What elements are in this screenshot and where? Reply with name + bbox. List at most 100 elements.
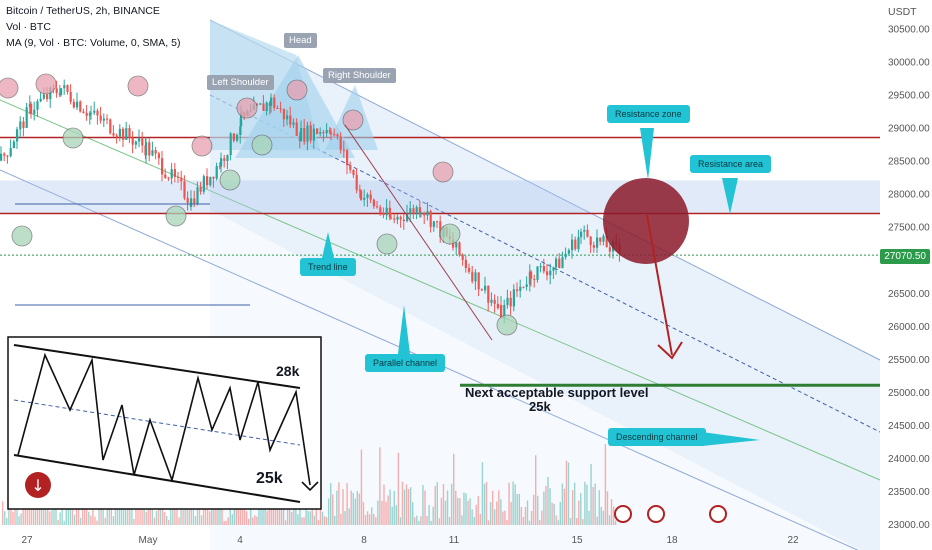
volume-bar [455, 490, 457, 525]
price-tick-label: 23500.00 [888, 487, 930, 498]
candle-body [390, 217, 393, 219]
volume-bar [84, 501, 86, 525]
volume-bar [250, 499, 252, 525]
candle-body [461, 254, 464, 260]
candle-body [122, 128, 125, 140]
projection-arrow [646, 214, 673, 356]
candle-body [69, 92, 72, 102]
volume-bar [541, 510, 543, 525]
volume-bar [598, 490, 600, 525]
channel-mid-line [209, 94, 881, 433]
volume-bar [487, 520, 490, 525]
candle-body [516, 289, 519, 291]
down-badge-icon: ↓ [31, 476, 44, 495]
volume-bar [559, 501, 561, 525]
candle-body [525, 284, 528, 287]
candle-body [369, 194, 372, 200]
volume-bar [444, 500, 447, 525]
volume-bar [92, 496, 94, 525]
volume-bar [606, 491, 609, 525]
volume-bar [10, 494, 12, 525]
candle-body [490, 299, 493, 303]
pivot-circle [496, 314, 518, 336]
current-price-tag: 27070.50 [880, 249, 930, 264]
candle-body [128, 128, 131, 138]
volume-bar [200, 515, 203, 525]
candle-body [596, 237, 599, 248]
volume-bar [217, 508, 219, 525]
trend-line [0, 99, 881, 481]
volume-bar [537, 495, 539, 525]
volume-bar [539, 519, 541, 525]
volume-bar [14, 498, 16, 525]
volume-bar [453, 453, 455, 525]
volume-bar [45, 501, 47, 525]
volume-bar [151, 504, 154, 525]
candle-body [183, 181, 186, 198]
volume-bar [106, 508, 108, 525]
volume-bar [8, 504, 10, 525]
candle-body [49, 88, 52, 100]
volume-bar [465, 493, 467, 525]
volume-bar [354, 498, 356, 525]
volume-bar [163, 512, 166, 525]
candle-body [426, 211, 429, 216]
candle-body [415, 207, 418, 215]
candle-body [138, 138, 141, 142]
candle-body [199, 187, 202, 192]
candle-body [409, 208, 412, 214]
volume-bar [133, 518, 135, 525]
volume-bar [227, 517, 229, 525]
trend-line-pointer [322, 232, 334, 258]
trend-line-callout: Trend line [300, 258, 356, 276]
candle-body [282, 108, 285, 120]
volume-bar [514, 484, 516, 525]
volume-bar [127, 498, 129, 525]
candle-body [112, 133, 115, 136]
candle-body [173, 169, 176, 177]
volume-bar [479, 514, 482, 525]
candle-body [393, 218, 396, 220]
volume-bar [225, 520, 227, 525]
candle-body [58, 93, 61, 95]
candle-body [552, 267, 555, 271]
candle-body [240, 112, 243, 127]
candle-body [276, 107, 279, 109]
volume-bar [491, 490, 494, 525]
volume-bar [381, 500, 383, 525]
volume-bar [504, 510, 506, 525]
candle-body [102, 118, 105, 121]
volume-bar [573, 482, 576, 525]
volume-bar [512, 481, 514, 525]
volume-bar [65, 503, 67, 525]
volume-bar [198, 496, 201, 525]
volume-bar [295, 504, 297, 525]
candle-body [96, 110, 99, 116]
volume-bar [248, 518, 250, 525]
candle-body [412, 208, 415, 215]
volume-bar [166, 515, 168, 525]
candle-body [487, 285, 490, 303]
volume-bar [358, 493, 361, 525]
volume-bar [327, 498, 330, 525]
candle-body [131, 137, 134, 145]
volume-bar [75, 494, 78, 525]
time-tick-label: 22 [787, 535, 799, 546]
volume-bar [510, 501, 512, 525]
volume-bar [526, 500, 529, 525]
candle-body [93, 110, 96, 113]
volume-bar [90, 515, 92, 525]
candle-body [536, 266, 539, 280]
candle-body [372, 199, 375, 207]
volume-bar [580, 493, 582, 525]
candle-body [458, 242, 461, 255]
candle-body [270, 97, 273, 106]
volume-bar [63, 520, 65, 525]
time-tick-label: 8 [361, 535, 367, 546]
volume-bar [330, 483, 332, 525]
volume-bar [348, 508, 350, 525]
volume-bar [362, 502, 365, 525]
candle-body [0, 153, 3, 161]
volume-bar [51, 510, 53, 525]
